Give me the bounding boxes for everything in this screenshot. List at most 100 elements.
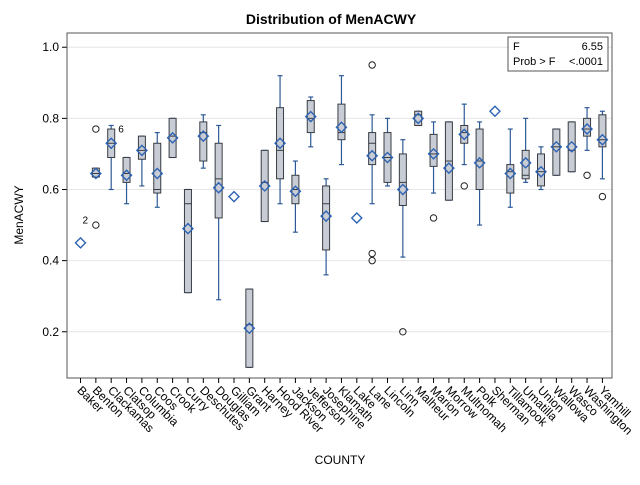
mean-marker — [304, 110, 317, 123]
mean-marker — [74, 236, 87, 249]
box — [368, 132, 377, 166]
mean-marker — [105, 137, 118, 150]
outlier-point — [399, 328, 407, 336]
box-group — [565, 121, 578, 173]
y-tick-label: 0.4 — [42, 254, 59, 268]
box-group — [366, 61, 379, 265]
stats-value: <.0001 — [569, 56, 603, 68]
box-group — [243, 288, 256, 368]
outlier-point — [368, 256, 376, 265]
mean-marker — [350, 211, 363, 224]
box-group — [442, 121, 455, 201]
y-tick-label: 1.0 — [42, 40, 59, 54]
box — [137, 135, 146, 160]
box-group — [197, 114, 210, 169]
mean-marker — [197, 130, 210, 143]
mean-marker — [488, 105, 501, 118]
outlier-point — [598, 192, 607, 201]
box-group — [581, 107, 594, 179]
outlier-point — [92, 221, 100, 229]
box-group: 2 — [74, 215, 89, 249]
box — [306, 100, 315, 134]
stats-box-frame — [507, 36, 609, 72]
box — [429, 133, 438, 167]
stats-value: 6.55 — [582, 41, 603, 53]
outlier-point — [583, 171, 591, 179]
box-group — [550, 128, 563, 176]
box-group — [458, 103, 471, 190]
box-group — [166, 117, 179, 159]
mean-marker — [243, 322, 256, 335]
box — [183, 188, 192, 294]
mean-marker — [565, 140, 578, 153]
box-group — [488, 105, 501, 118]
mean-marker — [596, 133, 609, 146]
mean-marker — [412, 112, 425, 125]
box-group — [519, 117, 532, 183]
plot-frame — [66, 32, 613, 379]
box-group — [350, 211, 363, 224]
box-group — [89, 125, 102, 229]
box — [245, 288, 254, 368]
box-group — [274, 75, 287, 205]
box-group — [151, 131, 164, 208]
y-tick-label: 0.8 — [42, 111, 59, 125]
box — [168, 117, 177, 158]
box-group — [212, 124, 225, 301]
mean-marker — [581, 123, 594, 136]
mean-marker — [258, 179, 271, 192]
box-group — [335, 75, 348, 166]
box-group — [289, 160, 302, 233]
box-group — [258, 149, 271, 223]
box-group: 6 — [105, 125, 124, 191]
box-group — [473, 121, 486, 226]
box-group — [135, 135, 148, 187]
mean-marker — [212, 181, 225, 194]
box-group — [396, 139, 409, 336]
mean-marker — [320, 210, 333, 223]
stats-legend-box: F 6.55 Prob > F <.0001 — [507, 36, 609, 72]
box-group — [304, 96, 317, 148]
box — [260, 149, 269, 223]
mean-marker — [366, 149, 379, 162]
mean-marker — [473, 156, 486, 169]
mean-marker — [120, 169, 133, 182]
box — [598, 114, 607, 148]
stats-label: Prob > F — [513, 56, 556, 68]
y-tick-label: 0.6 — [42, 182, 59, 196]
mean-marker — [504, 167, 517, 180]
x-axis-label: COUNTY — [315, 453, 366, 467]
outlier-point — [368, 61, 376, 69]
stats-label: F — [513, 41, 520, 53]
mean-marker — [151, 167, 164, 180]
outlier-point — [92, 125, 100, 133]
mean-marker — [335, 121, 348, 134]
mean-marker — [228, 190, 240, 203]
plot-area: 26 — [74, 61, 609, 368]
mean-marker — [427, 147, 440, 160]
box-group — [181, 188, 194, 294]
mean-marker — [135, 144, 148, 157]
mean-marker — [458, 128, 471, 141]
outlier-point — [368, 249, 376, 258]
mean-marker — [381, 151, 394, 164]
mean-marker — [289, 185, 302, 198]
mean-marker — [442, 162, 455, 175]
mean-marker — [535, 165, 547, 178]
mean-marker — [519, 156, 532, 169]
y-axis-label: MenACWY — [12, 185, 26, 244]
y-tick-label: 0.2 — [42, 325, 59, 339]
mean-marker — [274, 137, 287, 150]
mean-marker — [181, 222, 194, 235]
mean-marker — [550, 140, 563, 153]
box-group — [535, 146, 547, 191]
box-group — [596, 110, 609, 201]
box-group — [320, 178, 333, 276]
outlier-point — [429, 214, 438, 222]
box-group — [381, 117, 394, 187]
box — [567, 121, 576, 173]
box — [460, 124, 469, 144]
